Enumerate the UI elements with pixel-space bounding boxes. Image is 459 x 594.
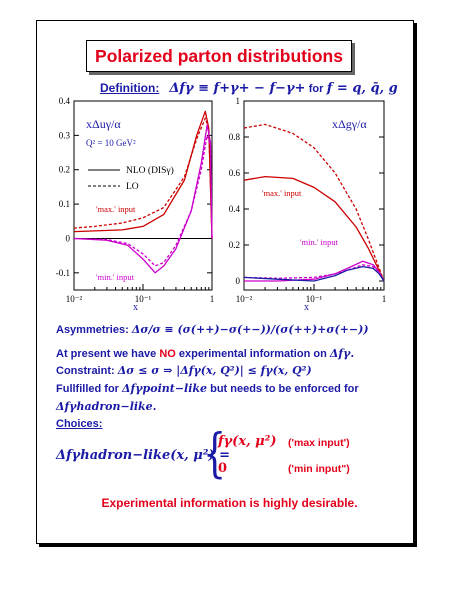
case-1-label: ('max input')	[288, 437, 350, 449]
y-tick-label: 0	[236, 276, 241, 286]
x-axis-label: x	[133, 302, 138, 313]
y-tick-label: 0.6	[229, 168, 241, 178]
series-line	[243, 265, 385, 282]
y-tick-label: -0.1	[56, 268, 70, 278]
curve-label: 'min.' input	[96, 272, 135, 282]
y-tick-label: 0	[66, 233, 71, 243]
fulfilled-text-2: but needs to be enforced for	[210, 383, 359, 395]
y-tick-label: 1	[236, 96, 241, 106]
y-tick-label: 0.3	[59, 130, 71, 140]
series-line	[73, 117, 213, 239]
case-2-value: 0	[218, 461, 228, 476]
definition-line: Definition: Δfγ ≡ f+γ+ − f−γ+ for f = q,…	[100, 81, 398, 96]
constraint-line: Constraint: Δσ ≤ σ ⇒ |Δfγ(x, Q²)| ≤ fγ(x…	[56, 364, 312, 377]
present-text-1: At present we have	[56, 348, 157, 360]
asymmetries-line: Asymmetries: Δσ/σ ≡ (σ(++)−σ(+−))/(σ(++)…	[56, 323, 369, 336]
fulfilled-text-1: Fullfilled for	[56, 383, 119, 395]
choices-lhs: Δfγhadron−like(x, μ²) =	[56, 448, 230, 463]
series-line	[73, 110, 213, 239]
y-tick-label: 0.4	[59, 96, 71, 106]
y-tick-label: 0.4	[229, 204, 241, 214]
page-title: Polarized parton distributions	[95, 46, 343, 66]
chart-title: xΔuγ/α	[86, 117, 121, 131]
fulfilled-math: Δfγpoint−like	[122, 382, 208, 395]
case-2-label: ('min input")	[288, 463, 350, 475]
legend-label: NLO (DISγ)	[126, 165, 174, 176]
present-line: At present we have NO experimental infor…	[56, 347, 354, 360]
constraint-formula: Δσ ≤ σ ⇒ |Δfγ(x, Q²)| ≤ fγ(x, Q²)	[117, 364, 312, 377]
constraint-label: Constraint:	[56, 365, 115, 377]
chart-title: xΔgγ/α	[332, 117, 367, 131]
slide-frame	[36, 20, 414, 544]
series-line	[243, 123, 385, 282]
choices-label: Choices:	[56, 418, 103, 430]
present-math: Δfγ.	[329, 347, 355, 360]
series-line	[243, 175, 385, 282]
left-brace: {	[202, 424, 227, 484]
title-box: Polarized parton distributions	[86, 40, 352, 72]
series-line	[73, 134, 213, 267]
x-tick-label: 1	[382, 294, 387, 304]
case-1-value: fγ(x, μ²)	[218, 434, 277, 449]
plot-left: 10⁻² 10⁻¹ 1 -0.1 0 0.1 0.2 0.3 0.4 x xΔuγ/α Q² = 10…	[56, 96, 215, 313]
x-tick-label: 10⁻²	[236, 294, 253, 304]
definition-flavors: f = q, q̄, g	[326, 81, 398, 96]
series-line	[73, 124, 213, 274]
x-tick-label: 1	[210, 294, 215, 304]
fulfilled-line: Fullfilled for Δfγpoint−like but needs t…	[56, 382, 359, 395]
hadron-math: Δfγhadron−like.	[56, 400, 157, 413]
x-axis-label: x	[304, 302, 309, 313]
final-statement: Experimental information is highly desir…	[101, 496, 358, 510]
present-no: NO	[159, 348, 176, 360]
x-tick-label: 10⁻¹	[135, 294, 152, 304]
plot-right: 10⁻² 10⁻¹ 1 0 0.2 0.4 0.6 0.8 1 x xΔgγ/α 'max.' inp…	[229, 96, 387, 313]
x-tick-label: 10⁻²	[66, 294, 83, 304]
definition-for: for	[308, 83, 324, 95]
y-tick-label: 0.8	[229, 132, 241, 142]
chart-annotation: Q² = 10 GeV²	[86, 138, 136, 148]
asymmetries-formula: Δσ/σ ≡ (σ(++)−σ(+−))/(σ(++)+σ(+−))	[131, 323, 369, 336]
x-tick-label: 10⁻¹	[306, 294, 323, 304]
y-tick-label: 0.2	[59, 165, 70, 175]
hadron-line: Δfγhadron−like.	[56, 400, 157, 413]
asymmetries-label: Asymmetries:	[56, 324, 129, 336]
curve-label: 'max.' input	[262, 188, 302, 198]
legend-label: LO	[126, 182, 139, 192]
definition-label: Definition:	[100, 81, 160, 95]
curve-label: 'max.' input	[96, 204, 136, 214]
definition-formula: Δfγ ≡ f+γ+ − f−γ+	[169, 81, 306, 96]
y-tick-label: 0.1	[59, 199, 70, 209]
series-line	[243, 264, 385, 282]
present-text-2: experimental information on	[178, 348, 327, 360]
curve-label: 'min.' input	[300, 237, 339, 247]
y-tick-label: 0.2	[229, 240, 240, 250]
